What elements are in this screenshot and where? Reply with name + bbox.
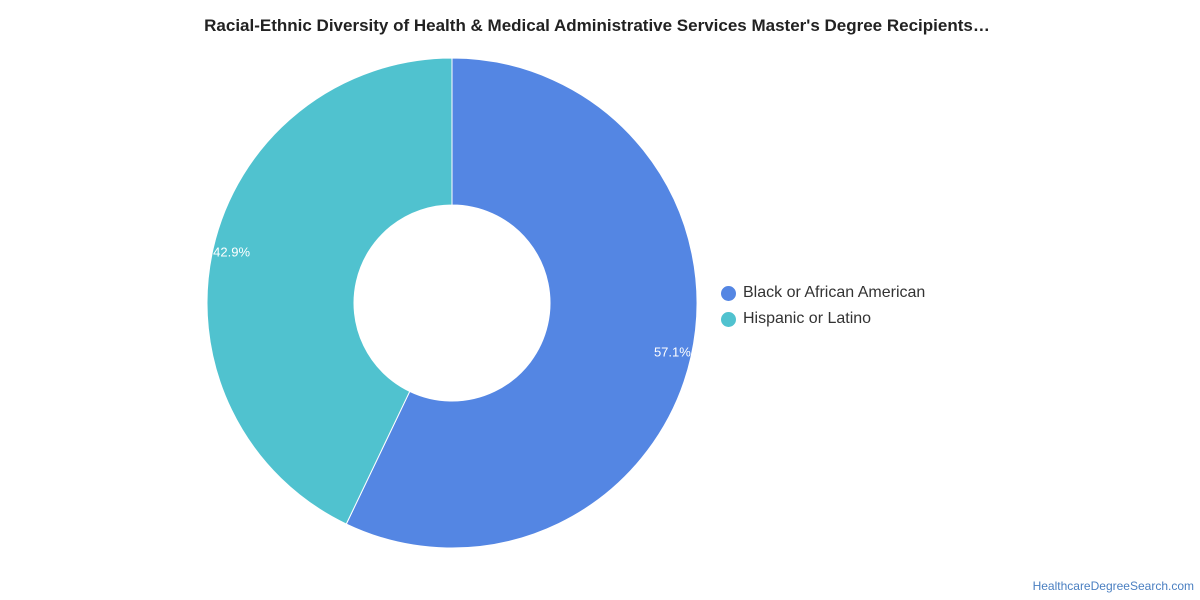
slice-label-hispanic-or-latino: 42.9%: [213, 244, 250, 259]
donut-slices: [206, 57, 698, 549]
donut-slice-labels: 57.1% 42.9%: [213, 244, 691, 359]
legend-item-black-or-african-american[interactable]: Black or African American: [721, 280, 925, 306]
source-link[interactable]: HealthcareDegreeSearch.com: [1032, 579, 1194, 593]
donut-slice-black-or-african-american[interactable]: [345, 57, 698, 549]
legend-label-black-or-african-american: Black or African American: [743, 284, 926, 301]
legend-swatch-black-or-african-american: [721, 285, 736, 301]
legend-swatch-hispanic-or-latino: [721, 311, 736, 327]
donut-slice-hispanic-or-latino[interactable]: [206, 57, 453, 525]
chart-legend: Black or African American Hispanic or La…: [721, 280, 925, 332]
slice-label-black-or-african-american: 57.1%: [654, 344, 691, 359]
legend-label-hispanic-or-latino: Hispanic or Latino: [743, 310, 872, 327]
legend-item-hispanic-or-latino[interactable]: Hispanic or Latino: [721, 306, 925, 332]
chart-title: Racial-Ethnic Diversity of Health & Medi…: [204, 16, 990, 35]
